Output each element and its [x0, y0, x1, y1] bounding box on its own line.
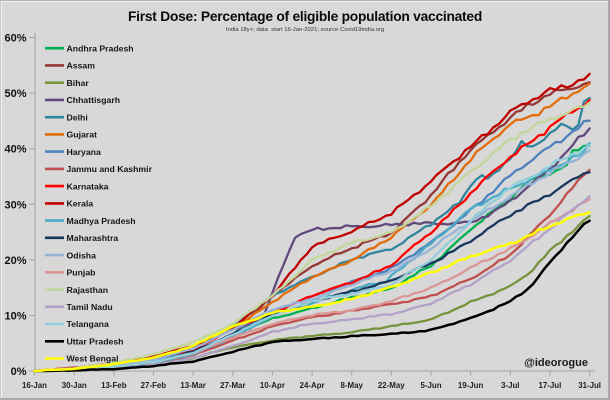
svg-text:30-Jan: 30-Jan — [62, 381, 87, 390]
svg-text:22-May: 22-May — [378, 381, 405, 390]
svg-text:Maharashtra: Maharashtra — [67, 233, 119, 243]
svg-text:Chhattisgarh: Chhattisgarh — [67, 95, 121, 105]
svg-text:40%: 40% — [4, 144, 26, 156]
svg-text:31-Jul: 31-Jul — [578, 381, 601, 390]
svg-text:10%: 10% — [4, 310, 26, 322]
svg-text:19-Jun: 19-Jun — [458, 381, 484, 390]
svg-text:20%: 20% — [4, 255, 26, 267]
svg-text:Kerala: Kerala — [67, 199, 94, 209]
svg-text:8-May: 8-May — [341, 381, 364, 390]
svg-text:Rajasthan: Rajasthan — [67, 285, 109, 295]
svg-text:5-Jun: 5-Jun — [420, 381, 441, 390]
svg-text:Telangana: Telangana — [67, 319, 109, 329]
svg-text:Andhra Pradesh: Andhra Pradesh — [67, 43, 134, 53]
svg-text:Assam: Assam — [67, 61, 96, 71]
svg-text:Jammu and Kashmir: Jammu and Kashmir — [67, 164, 153, 174]
svg-text:13-Feb: 13-Feb — [101, 381, 127, 390]
svg-text:10-Apr: 10-Apr — [260, 381, 285, 390]
svg-text:Delhi: Delhi — [67, 112, 88, 122]
svg-text:13-Mar: 13-Mar — [180, 381, 205, 390]
svg-text:Madhya Pradesh: Madhya Pradesh — [67, 216, 136, 226]
svg-text:Haryana: Haryana — [67, 147, 101, 157]
svg-text:Bihar: Bihar — [67, 78, 90, 88]
svg-text:27-Feb: 27-Feb — [141, 381, 167, 390]
svg-text:3-Jul: 3-Jul — [501, 381, 519, 390]
svg-text:24-Apr: 24-Apr — [300, 381, 325, 390]
svg-text:0%: 0% — [11, 366, 27, 378]
svg-text:Uttar Pradesh: Uttar Pradesh — [67, 337, 124, 347]
svg-text:30%: 30% — [4, 199, 26, 211]
svg-text:60%: 60% — [4, 33, 26, 45]
svg-text:Tamil Nadu: Tamil Nadu — [67, 302, 113, 312]
svg-text:Karnataka: Karnataka — [67, 181, 109, 191]
svg-text:Odisha: Odisha — [67, 250, 97, 260]
svg-text:50%: 50% — [4, 88, 26, 100]
svg-text:27-Mar: 27-Mar — [220, 381, 245, 390]
svg-text:Gujarat: Gujarat — [67, 130, 98, 140]
svg-text:17-Jul: 17-Jul — [538, 381, 561, 390]
svg-text:West Bengal: West Bengal — [67, 354, 119, 364]
svg-text:Punjab: Punjab — [67, 268, 96, 278]
svg-text:16-Jan: 16-Jan — [22, 381, 47, 390]
